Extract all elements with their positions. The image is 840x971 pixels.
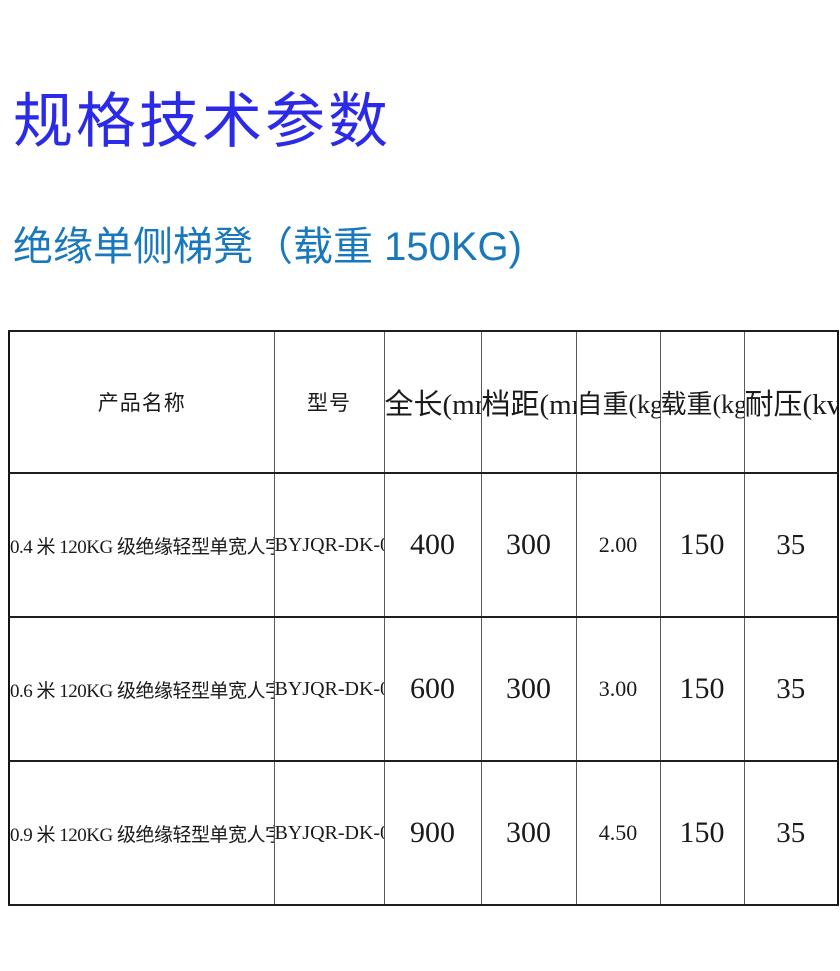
cell-withstand-voltage: 35: [743, 760, 839, 906]
cell-product-name: 0.9 米 120KG 级绝缘轻型单宽人字梯: [8, 760, 275, 906]
cell-self-weight: 3.00: [575, 616, 661, 762]
spec-table: 产品名称 型号 全长(mm) 档距(mm) 自重(kg) 载重(kg) 耐压(k…: [8, 330, 839, 906]
cell-total-length: 900: [383, 760, 482, 906]
cell-withstand-voltage: 35: [743, 472, 839, 618]
table-row: 0.4 米 120KG 级绝缘轻型单宽人字梯 BYJQR-DK-04 400 3…: [8, 472, 839, 618]
cell-rung-spacing: 300: [480, 760, 577, 906]
cell-withstand-voltage: 35: [743, 616, 839, 762]
cell-model: BYJQR-DK-04: [273, 472, 385, 618]
cell-model: BYJQR-DK-06: [273, 616, 385, 762]
page-title: 规格技术参数: [13, 89, 391, 155]
cell-rung-spacing: 300: [480, 616, 577, 762]
cell-self-weight: 4.50: [575, 760, 661, 906]
column-header-total-length: 全长(mm): [383, 330, 482, 474]
section-subtitle: 绝缘单侧梯凳（载重 150KG): [13, 225, 522, 269]
table-row: 0.9 米 120KG 级绝缘轻型单宽人字梯 BYJQR-DK-09 900 3…: [8, 760, 839, 906]
column-header-withstand-voltage: 耐压(kv): [743, 330, 839, 474]
cell-rung-spacing: 300: [480, 472, 577, 618]
column-header-load-capacity: 载重(kg): [659, 330, 745, 474]
column-header-self-weight: 自重(kg): [575, 330, 661, 474]
cell-load-capacity: 150: [659, 616, 745, 762]
cell-total-length: 600: [383, 616, 482, 762]
cell-load-capacity: 150: [659, 760, 745, 906]
cell-self-weight: 2.00: [575, 472, 661, 618]
header-row: 产品名称 型号 全长(mm) 档距(mm) 自重(kg) 载重(kg) 耐压(k…: [8, 330, 839, 474]
cell-product-name: 0.4 米 120KG 级绝缘轻型单宽人字梯: [8, 472, 275, 618]
spec-table-body: 0.4 米 120KG 级绝缘轻型单宽人字梯 BYJQR-DK-04 400 3…: [8, 472, 839, 906]
column-header-model: 型号: [273, 330, 385, 474]
column-header-product-name: 产品名称: [8, 330, 275, 474]
column-header-rung-spacing: 档距(mm): [480, 330, 577, 474]
cell-model: BYJQR-DK-09: [273, 760, 385, 906]
cell-total-length: 400: [383, 472, 482, 618]
table-row: 0.6 米 120KG 级绝缘轻型单宽人字梯 BYJQR-DK-06 600 3…: [8, 616, 839, 762]
cell-product-name: 0.6 米 120KG 级绝缘轻型单宽人字梯: [8, 616, 275, 762]
spec-table-header: 产品名称 型号 全长(mm) 档距(mm) 自重(kg) 载重(kg) 耐压(k…: [8, 330, 839, 474]
cell-load-capacity: 150: [659, 472, 745, 618]
